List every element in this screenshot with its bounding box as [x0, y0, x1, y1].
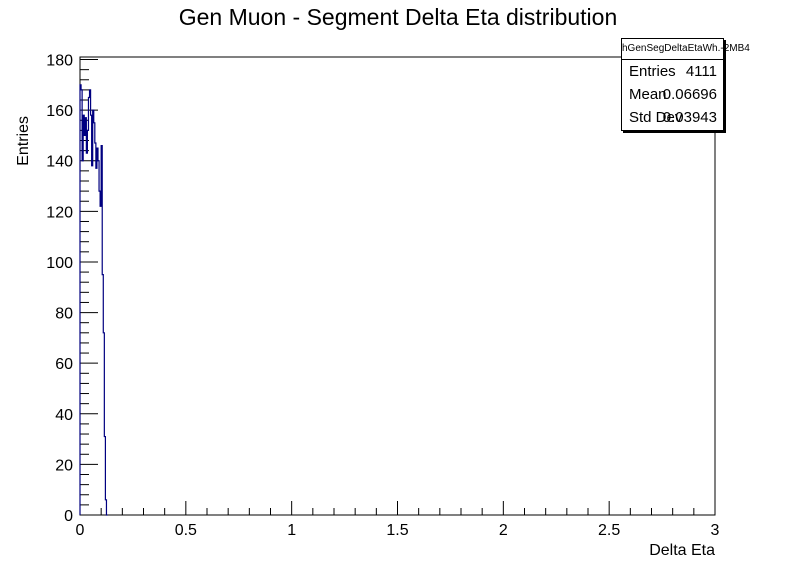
stats-value: 0.06696 [662, 86, 717, 103]
y-tick-label: 0 [64, 508, 73, 525]
y-tick-label: 140 [46, 154, 73, 171]
y-tick-label: 120 [46, 204, 73, 221]
stats-box: hGenSegDeltaEtaWh.-2MB4 Entries 4111 Mea… [621, 38, 750, 131]
x-tick-label: 0 [76, 522, 85, 539]
stats-value: 4111 [685, 63, 717, 80]
x-tick-label: 2.5 [598, 522, 620, 539]
y-tick-label: 160 [46, 103, 73, 120]
x-tick-label: 0.5 [175, 522, 197, 539]
plot-frame [79, 56, 716, 516]
stats-label: Entries [629, 63, 676, 80]
x-tick-label: 1.5 [386, 522, 408, 539]
stats-row-stddev: Std Dev 0.03943 [622, 106, 723, 129]
y-tick-label: 100 [46, 255, 73, 272]
x-axis-label: Delta Eta [649, 542, 715, 559]
y-axis-label: Entries [15, 116, 32, 166]
y-tick-label: 180 [46, 53, 73, 70]
stats-value: 0.03943 [662, 109, 717, 126]
x-tick-label: 3 [711, 522, 720, 539]
stats-row-mean: Mean 0.06696 [622, 83, 723, 106]
chart-title: Gen Muon - Segment Delta Eta distributio… [178, 4, 618, 30]
histogram-line [79, 84, 108, 516]
x-tick-label: 2 [499, 522, 508, 539]
y-tick-label: 80 [55, 306, 73, 323]
y-tick-label: 20 [55, 457, 73, 474]
stats-label: Mean [629, 86, 667, 103]
y-tick-label: 60 [55, 356, 73, 373]
x-tick-label: 1 [287, 522, 296, 539]
stats-row-entries: Entries 4111 [622, 60, 723, 83]
stats-label: Std Dev [629, 109, 683, 126]
y-tick-label: 40 [55, 407, 73, 424]
stats-histogram-name: hGenSegDeltaEtaWh.-2MB4 [622, 39, 750, 60]
